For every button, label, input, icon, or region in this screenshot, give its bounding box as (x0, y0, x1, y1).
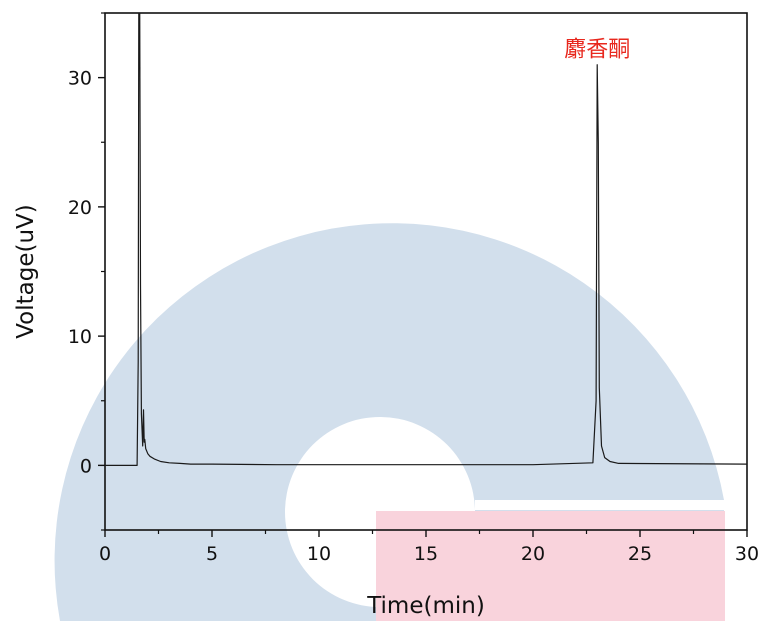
watermark-gap (475, 500, 724, 510)
peak-annotation-label: 麝香酮 (564, 38, 630, 63)
series-group (105, 13, 747, 466)
x-tick-label: 0 (99, 543, 111, 565)
x-tick-label: 20 (521, 543, 545, 565)
y-tick-label: 10 (68, 326, 92, 348)
x-tick-label: 5 (206, 543, 218, 565)
y-tick-label: 30 (68, 68, 92, 90)
y-axis-title: Voltage(uV) (13, 204, 39, 339)
peak-annotations: 麝香酮 (564, 38, 630, 63)
x-tick-label: 10 (307, 543, 331, 565)
y-tick-label: 0 (80, 455, 92, 477)
series-line (105, 13, 747, 466)
x-tick-label: 15 (414, 543, 438, 565)
y-tick-label: 20 (68, 197, 92, 219)
x-axis-title: Time(min) (366, 593, 485, 619)
watermark-logo (54, 223, 725, 621)
x-tick-label: 25 (628, 543, 652, 565)
axis-ticks: 0 5 10 15 20 25 30 0 10 20 30 (68, 12, 759, 565)
axis-labels: Time(min) Voltage(uV) (13, 204, 485, 619)
x-tick-label: 30 (735, 543, 759, 565)
